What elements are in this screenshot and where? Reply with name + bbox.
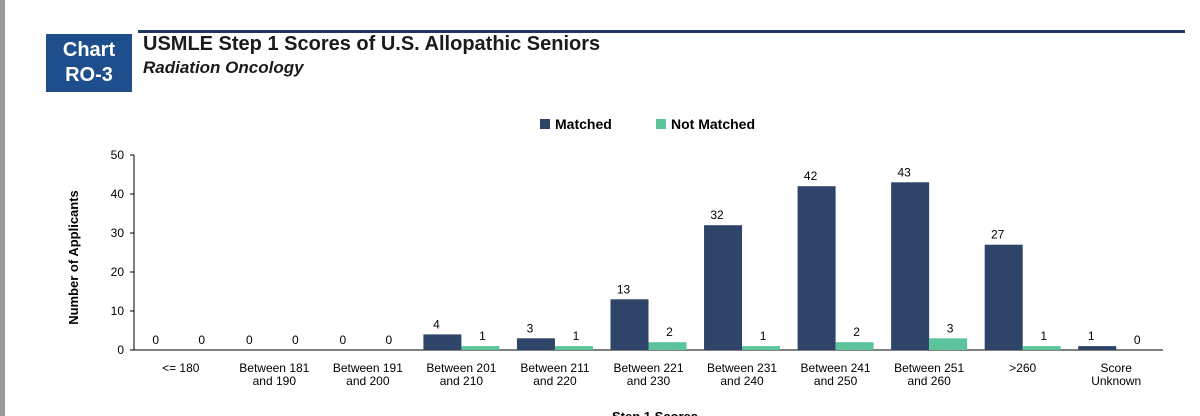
data-label-not-matched: 2 [666, 325, 673, 339]
bar-not-matched [1022, 346, 1061, 350]
x-tick-label: <= 180 [162, 361, 200, 375]
data-label-not-matched: 2 [853, 325, 860, 339]
data-label-not-matched: 1 [479, 329, 486, 343]
bar-matched [610, 299, 649, 350]
x-tick-label: and 260 [907, 374, 951, 388]
y-tick-label: 0 [117, 343, 124, 357]
x-tick-label: Between 221 [613, 361, 683, 375]
y-tick-label: 20 [111, 265, 125, 279]
x-tick-label: and 220 [533, 374, 577, 388]
x-tick-label: Between 201 [426, 361, 496, 375]
x-tick-label: Score [1101, 361, 1133, 375]
bar-matched [891, 182, 930, 350]
data-label-matched: 42 [804, 169, 818, 183]
y-tick-label: 30 [111, 226, 125, 240]
bar-not-matched [461, 346, 500, 350]
x-tick-label: and 190 [253, 374, 297, 388]
legend-swatch-matched [540, 119, 550, 129]
bar-matched [516, 338, 555, 350]
data-label-matched: 0 [246, 333, 253, 347]
data-label-not-matched: 0 [386, 333, 393, 347]
bar-matched [1078, 346, 1117, 350]
data-label-not-matched: 3 [947, 321, 954, 335]
bar-not-matched [742, 346, 781, 350]
bar-not-matched [554, 346, 593, 350]
data-label-matched: 27 [991, 228, 1005, 242]
x-tick-label: and 250 [814, 374, 858, 388]
x-tick-label: Between 241 [801, 361, 871, 375]
legend-label-matched: Matched [555, 116, 612, 132]
chart-word: Chart [62, 39, 116, 61]
data-label-matched: 3 [527, 321, 534, 335]
bar-matched [984, 244, 1023, 350]
bar-not-matched [835, 342, 874, 350]
data-label-matched: 1 [1088, 329, 1095, 343]
legend-swatch-not-matched [656, 119, 666, 129]
y-axis-label: Number of Applicants [66, 190, 81, 325]
data-label-not-matched: 0 [292, 333, 299, 347]
x-tick-label: Between 231 [707, 361, 777, 375]
bar-matched [704, 225, 743, 350]
data-label-matched: 0 [340, 333, 347, 347]
bar-matched [797, 186, 836, 350]
data-label-not-matched: 0 [1134, 333, 1141, 347]
x-tick-label: and 240 [720, 374, 764, 388]
x-tick-label: Between 181 [239, 361, 309, 375]
x-tick-label: and 210 [440, 374, 484, 388]
legend-label-not-matched: Not Matched [671, 116, 755, 132]
chart-id: RO-3 [65, 64, 113, 86]
x-tick-label: and 230 [627, 374, 671, 388]
data-label-matched: 13 [617, 282, 631, 296]
header-rule [138, 30, 1185, 33]
x-tick-label: and 200 [346, 374, 390, 388]
data-label-matched: 0 [152, 333, 159, 347]
data-label-not-matched: 1 [1040, 329, 1047, 343]
page-left-border [0, 0, 5, 416]
bar-matched [423, 334, 462, 350]
chart-id-badge: Chart RO-3 [46, 34, 132, 92]
chart-subtitle: Radiation Oncology [143, 58, 304, 77]
x-tick-label: Between 191 [333, 361, 403, 375]
data-label-not-matched: 0 [198, 333, 205, 347]
x-tick-label: Unknown [1091, 374, 1141, 388]
y-tick-label: 50 [111, 148, 125, 162]
x-tick-label: Between 211 [520, 361, 589, 375]
data-label-not-matched: 1 [573, 329, 580, 343]
data-label-not-matched: 1 [760, 329, 767, 343]
y-tick-label: 10 [111, 304, 125, 318]
y-tick-label: 40 [111, 187, 125, 201]
x-tick-label: >260 [1009, 361, 1036, 375]
data-label-matched: 32 [710, 208, 724, 222]
bar-not-matched [648, 342, 687, 350]
chart-title: USMLE Step 1 Scores of U.S. Allopathic S… [143, 33, 601, 55]
x-axis-label: Step 1 Scores [612, 409, 698, 416]
bar-not-matched [929, 338, 968, 350]
x-tick-label: Between 251 [894, 361, 964, 375]
data-label-matched: 4 [433, 317, 440, 331]
data-label-matched: 43 [897, 165, 911, 179]
